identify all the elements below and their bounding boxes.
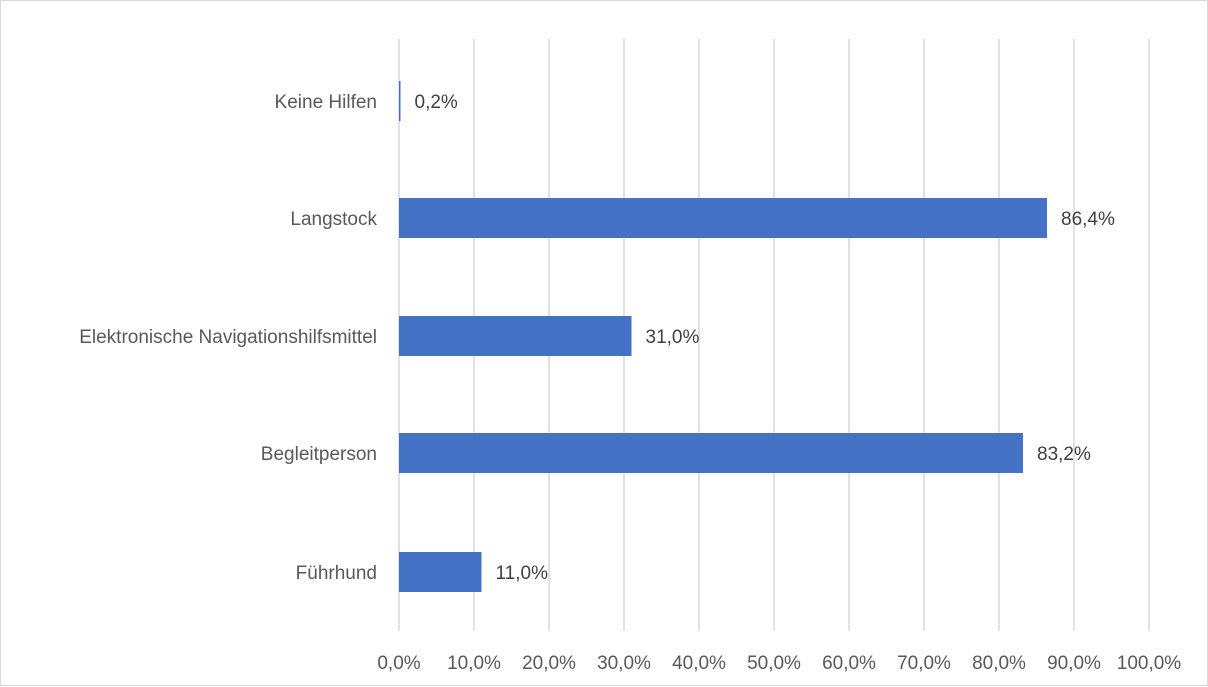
category-label: Elektronische Navigationshilfsmittel bbox=[79, 327, 377, 348]
category-label: Führhund bbox=[296, 563, 377, 584]
data-label: 0,2% bbox=[415, 92, 458, 113]
bar bbox=[399, 198, 1047, 238]
x-tick-label: 100,0% bbox=[1117, 653, 1182, 674]
x-tick-label: 50,0% bbox=[747, 653, 801, 674]
bar bbox=[399, 433, 1023, 473]
x-tick-label: 10,0% bbox=[447, 653, 501, 674]
x-tick-label: 90,0% bbox=[1047, 653, 1101, 674]
x-tick-label: 0,0% bbox=[377, 653, 420, 674]
data-label: 11,0% bbox=[496, 563, 549, 584]
x-tick-label: 80,0% bbox=[972, 653, 1026, 674]
x-tick-label: 30,0% bbox=[597, 653, 651, 674]
bar bbox=[399, 316, 632, 356]
bar bbox=[399, 552, 482, 592]
category-label: Langstock bbox=[290, 209, 377, 230]
data-label: 31,0% bbox=[646, 327, 700, 348]
x-tick-label: 70,0% bbox=[897, 653, 951, 674]
x-tick-label: 60,0% bbox=[822, 653, 876, 674]
x-tick-label: 20,0% bbox=[522, 653, 576, 674]
bar bbox=[399, 81, 401, 121]
category-label: Keine Hilfen bbox=[275, 92, 377, 113]
data-label: 83,2% bbox=[1037, 444, 1091, 465]
x-tick-label: 40,0% bbox=[672, 653, 726, 674]
data-label: 86,4% bbox=[1061, 209, 1115, 230]
category-label: Begleitperson bbox=[261, 444, 377, 465]
